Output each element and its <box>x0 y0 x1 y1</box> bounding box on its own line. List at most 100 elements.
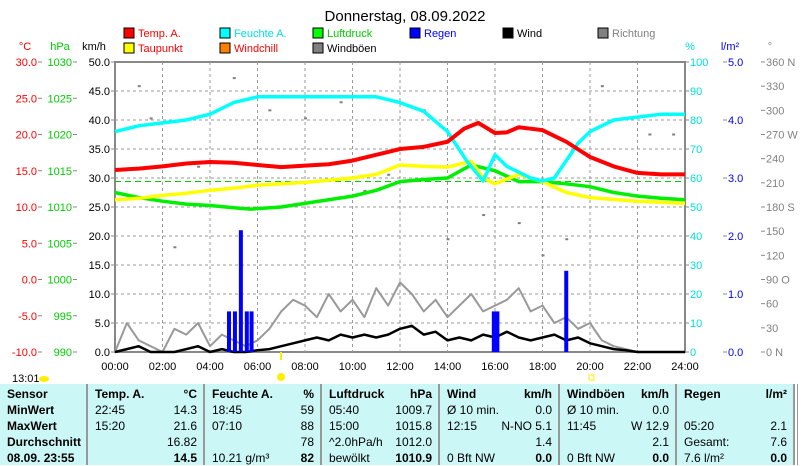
wind-tick-label: 15.0 <box>89 260 110 272</box>
cell-label: Temp. A. <box>95 387 145 401</box>
current-time-label: 13:01 <box>12 373 40 384</box>
humidity-tick-label: 50 <box>690 202 702 214</box>
temp-tick-label: -10.0 <box>12 347 37 359</box>
cell-label: ^2.0hPa/h <box>329 435 383 449</box>
humidity-series <box>114 95 685 183</box>
direction-point <box>339 101 343 104</box>
table-cell: 0 Bft NW 0.0 <box>567 450 669 466</box>
cell-value: hPa <box>409 387 432 401</box>
humidity-tick-label: 90 <box>690 86 702 98</box>
temperature-series <box>114 120 685 177</box>
pressure-tick-label: 1025 <box>48 93 72 105</box>
temp-tick-label: 10.0 <box>16 202 37 214</box>
table-column: Sensor MinWert MaxWert Durchschnitt 08.09. 2… <box>0 384 88 465</box>
pressure-tick-label: 1015 <box>48 166 72 178</box>
cell-value: 1015.8 <box>395 419 432 433</box>
cell-value: 1012.0 <box>395 435 432 449</box>
direction-tick-label: 0 N <box>766 347 783 359</box>
legend-label: Luftdruck <box>327 28 373 40</box>
x-tick-label: 20:00 <box>576 361 604 373</box>
direction-point <box>541 254 545 257</box>
row-label: 08.09. 23:55 <box>7 450 80 466</box>
table-cell: 14.5 <box>95 450 197 466</box>
table-cell: 2.1 <box>567 434 669 450</box>
rain-tick-label: 5.0 <box>728 57 743 69</box>
cell-value: 0.0 <box>652 451 669 465</box>
cell-label: 0 Bft NW <box>567 451 616 465</box>
legend-label: Feuchte A. <box>234 28 287 40</box>
direction-tick-label: 180 S <box>766 202 795 214</box>
weather-chart: Donnerstag, 08.09.2022 Temp. A. Feuchte A.… <box>12 8 798 384</box>
direction-point <box>149 117 153 120</box>
wind-tick-label: 35.0 <box>89 144 110 156</box>
x-tick-label: 24:00 <box>671 361 699 373</box>
direction-tick-label: 210 <box>766 178 784 190</box>
table-cell: 05:40 1009.7 <box>329 402 432 418</box>
rain-unit-label: l/m² <box>721 41 740 53</box>
table-cell: Ø 10 min. 0.0 <box>447 402 552 418</box>
cell-label: Windböen <box>567 387 625 401</box>
table-cell: 78 <box>212 434 314 450</box>
legend-swatch <box>312 42 324 54</box>
table-column: Regen l/m² 05:20 2.1 Gesamt: 7.6 7.6 l/m² 0.0 <box>677 384 795 465</box>
direction-point <box>304 117 307 120</box>
cell-value: 59 <box>300 403 314 417</box>
dewpoint-series <box>114 159 686 206</box>
pressure-tick-label: 990 <box>54 347 72 359</box>
cloud-icon <box>39 376 49 382</box>
humidity-tick-label: 0 <box>690 347 696 359</box>
pressure-series <box>114 163 686 211</box>
cell-label: 10.21 g/m³ <box>212 451 270 465</box>
humidity-tick-label: 10 <box>690 318 702 330</box>
direction-point <box>648 133 652 136</box>
rain-tick-label: 1.0 <box>728 289 743 301</box>
cell-label: 05:20 <box>684 419 715 433</box>
table-cell: 07:10 88 <box>212 418 314 434</box>
legend-swatch <box>409 27 421 39</box>
temp-tick-label: 30.0 <box>16 57 37 69</box>
cell-label: Sensor <box>7 387 48 401</box>
direction-point <box>197 165 201 168</box>
rain-tick-label: 0.0 <box>728 347 743 359</box>
table-cell: ^2.0hPa/h 1012.0 <box>329 434 432 450</box>
direction-point <box>363 189 367 192</box>
rain-bar <box>227 311 231 352</box>
x-tick-label: 18:00 <box>529 361 557 373</box>
scrollbar[interactable] <box>797 384 810 465</box>
table-cell: 18:45 59 <box>212 402 314 418</box>
table-column: Windböen km/h Ø 10 min. 0.0 11:45 W 12.9 2.1 0 … <box>560 384 677 465</box>
cell-label: 22:45 <box>95 403 126 417</box>
wind-tick-label: 0.0 <box>95 347 110 359</box>
cell-value: W 12.9 <box>630 419 669 433</box>
direction-tick-label: 150 <box>766 226 784 238</box>
legend-swatch <box>219 42 231 54</box>
table-column: Feuchte A.% 18:45 59 07:10 88 78 10.21 g/m³ 82 <box>205 384 322 465</box>
pressure-tick-label: 1010 <box>48 202 72 214</box>
x-tick-label: 02:00 <box>149 361 177 373</box>
cell-label: 7.6 l/m² <box>684 451 725 465</box>
humidity-tick-label: 80 <box>690 115 702 127</box>
wind-series <box>114 324 685 354</box>
wind-tick-label: 10.0 <box>89 289 110 301</box>
pressure-tick-label: 995 <box>54 311 72 323</box>
table-cell: 16.82 <box>95 434 197 450</box>
table-cell: Ø 10 min. 0.0 <box>567 402 669 418</box>
row-label: MaxWert <box>7 418 80 434</box>
x-tick-label: 06:00 <box>244 361 272 373</box>
direction-tick-label: 360 N <box>766 57 795 69</box>
humidity-tick-label: 40 <box>690 231 702 243</box>
cell-label: MaxWert <box>7 419 57 433</box>
x-tick-label: 22:00 <box>624 361 652 373</box>
pressure-tick-label: 1000 <box>48 275 72 287</box>
table-header: Luftdruck hPa <box>329 386 432 402</box>
cell-label: Ø 10 min. <box>567 403 620 417</box>
rain-bar <box>495 311 500 352</box>
x-tick-label: 00:00 <box>101 361 129 373</box>
cell-value: % <box>303 387 314 401</box>
gust-series <box>114 281 685 353</box>
cell-label: Ø 10 min. <box>447 403 500 417</box>
cell-value: 82 <box>300 451 314 465</box>
cell-label: 12:15 <box>447 419 478 433</box>
table-header: Wind km/h <box>447 386 552 402</box>
rain-tick-label: 2.0 <box>728 231 743 243</box>
